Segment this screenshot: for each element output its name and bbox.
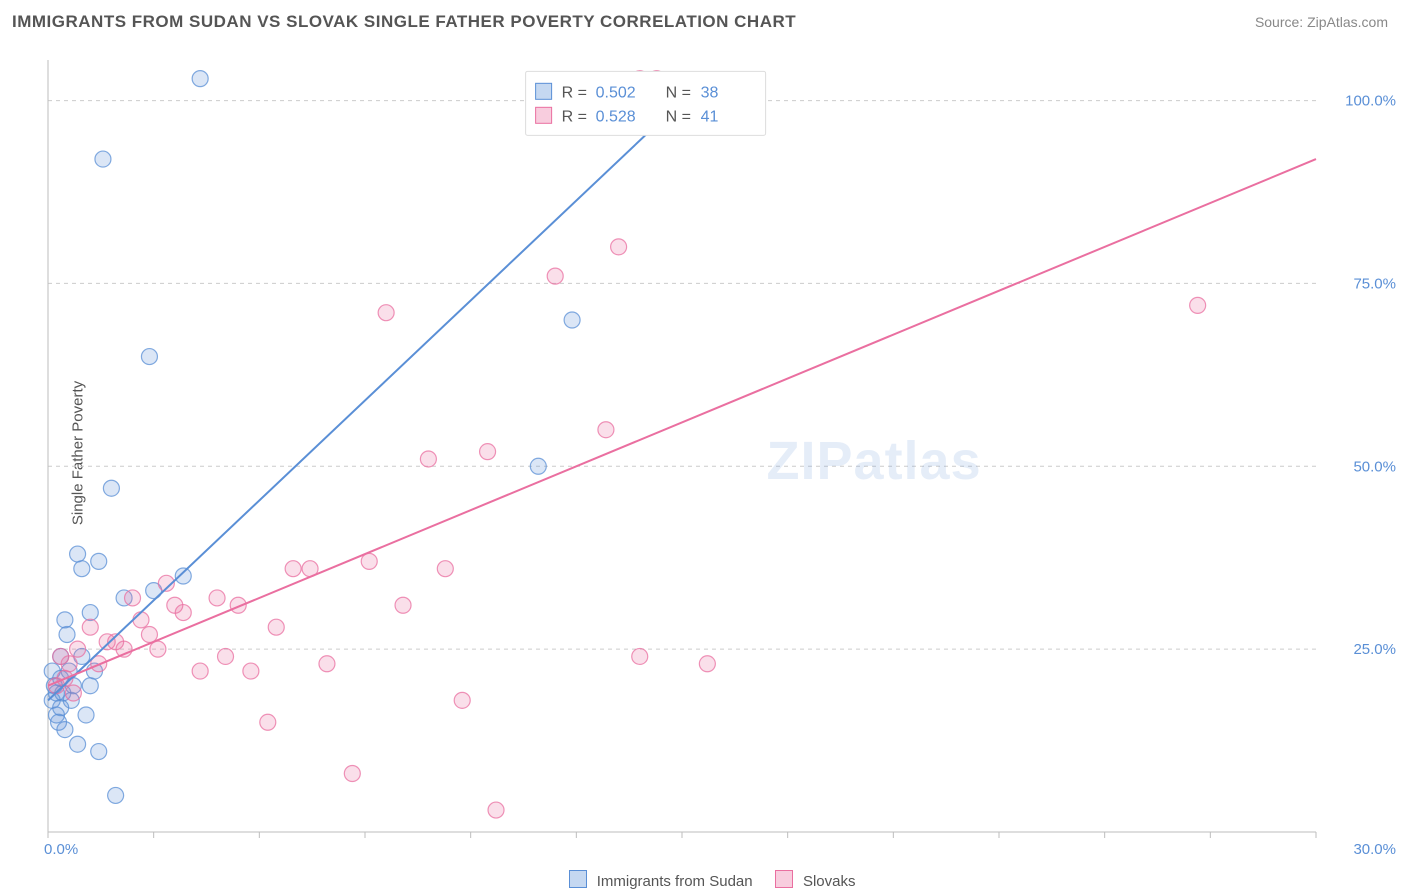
data-point-s2 bbox=[192, 663, 208, 679]
stats-legend-swatch-s1 bbox=[536, 83, 552, 99]
stats-legend-swatch-s2 bbox=[536, 107, 552, 123]
data-point-s2 bbox=[598, 422, 614, 438]
data-point-s2 bbox=[699, 656, 715, 672]
data-point-s2 bbox=[268, 619, 284, 635]
data-point-s2 bbox=[437, 561, 453, 577]
data-point-s2 bbox=[82, 619, 98, 635]
data-point-s2 bbox=[1190, 297, 1206, 313]
data-point-s1 bbox=[82, 605, 98, 621]
data-point-s1 bbox=[175, 568, 191, 584]
data-point-s2 bbox=[454, 692, 470, 708]
data-point-s2 bbox=[361, 553, 377, 569]
data-point-s2 bbox=[133, 612, 149, 628]
data-point-s2 bbox=[285, 561, 301, 577]
stats-legend-R-label: R = bbox=[562, 108, 587, 125]
data-point-s2 bbox=[611, 239, 627, 255]
chart-title: IMMIGRANTS FROM SUDAN VS SLOVAK SINGLE F… bbox=[12, 12, 796, 32]
data-point-s2 bbox=[125, 590, 141, 606]
stats-legend-N-label: N = bbox=[666, 108, 691, 125]
data-point-s1 bbox=[95, 151, 111, 167]
data-point-s1 bbox=[70, 736, 86, 752]
bottom-legend: Immigrants from Sudan Slovaks bbox=[0, 870, 1406, 890]
data-point-s1 bbox=[59, 627, 75, 643]
stats-legend-R-label: R = bbox=[562, 84, 587, 101]
y-tick-label: 100.0% bbox=[1345, 93, 1396, 110]
x-origin-label: 0.0% bbox=[44, 841, 78, 858]
data-point-s1 bbox=[82, 678, 98, 694]
y-tick-label: 50.0% bbox=[1353, 458, 1396, 475]
data-point-s1 bbox=[564, 312, 580, 328]
data-point-s1 bbox=[74, 561, 90, 577]
data-point-s1 bbox=[91, 553, 107, 569]
legend-label-s1: Immigrants from Sudan bbox=[597, 873, 753, 890]
data-point-s1 bbox=[103, 480, 119, 496]
data-point-s2 bbox=[319, 656, 335, 672]
data-point-s1 bbox=[530, 458, 546, 474]
stats-legend-box bbox=[526, 71, 766, 135]
data-point-s2 bbox=[141, 627, 157, 643]
chart-header: IMMIGRANTS FROM SUDAN VS SLOVAK SINGLE F… bbox=[0, 0, 1406, 44]
data-point-s2 bbox=[488, 802, 504, 818]
source-prefix: Source: bbox=[1255, 14, 1307, 30]
data-point-s1 bbox=[70, 546, 86, 562]
data-point-s2 bbox=[65, 685, 81, 701]
data-point-s2 bbox=[209, 590, 225, 606]
data-point-s1 bbox=[57, 722, 73, 738]
trend-line-s2 bbox=[48, 159, 1316, 686]
legend-label-s2: Slovaks bbox=[803, 873, 856, 890]
data-point-s1 bbox=[141, 349, 157, 365]
stats-legend-R-value-s1: 0.502 bbox=[596, 84, 636, 101]
x-max-label: 30.0% bbox=[1353, 841, 1396, 858]
data-point-s2 bbox=[150, 641, 166, 657]
data-point-s1 bbox=[78, 707, 94, 723]
source-link[interactable]: ZipAtlas.com bbox=[1307, 14, 1388, 30]
source-attribution: Source: ZipAtlas.com bbox=[1255, 14, 1388, 30]
plot-area: Single Father Poverty 25.0%50.0%75.0%100… bbox=[0, 44, 1406, 862]
data-point-s2 bbox=[420, 451, 436, 467]
data-point-s2 bbox=[260, 714, 276, 730]
data-point-s2 bbox=[175, 605, 191, 621]
data-point-s2 bbox=[378, 305, 394, 321]
y-tick-label: 25.0% bbox=[1353, 641, 1396, 658]
data-point-s1 bbox=[108, 787, 124, 803]
data-point-s2 bbox=[344, 765, 360, 781]
stats-legend-N-value-s2: 41 bbox=[701, 108, 719, 125]
data-point-s2 bbox=[218, 648, 234, 664]
stats-legend-N-value-s1: 38 bbox=[701, 84, 719, 101]
legend-swatch-s1 bbox=[569, 870, 587, 888]
data-point-s2 bbox=[70, 641, 86, 657]
data-point-s2 bbox=[632, 648, 648, 664]
data-point-s1 bbox=[57, 612, 73, 628]
y-tick-label: 75.0% bbox=[1353, 275, 1396, 292]
legend-swatch-s2 bbox=[775, 870, 793, 888]
scatter-chart: 25.0% 50.0% 75.0% 100.0% 0.0% 30.0% R = 0.502 N… bbox=[0, 44, 1406, 862]
data-point-s2 bbox=[547, 268, 563, 284]
data-point-s2 bbox=[395, 597, 411, 613]
stats-legend-R-value-s2: 0.528 bbox=[596, 108, 636, 125]
data-point-s1 bbox=[91, 744, 107, 760]
trend-line-s1 bbox=[48, 101, 682, 701]
data-point-s2 bbox=[61, 656, 77, 672]
data-point-s2 bbox=[243, 663, 259, 679]
stats-legend-N-label: N = bbox=[666, 84, 691, 101]
data-point-s1 bbox=[192, 71, 208, 87]
data-point-s2 bbox=[480, 444, 496, 460]
